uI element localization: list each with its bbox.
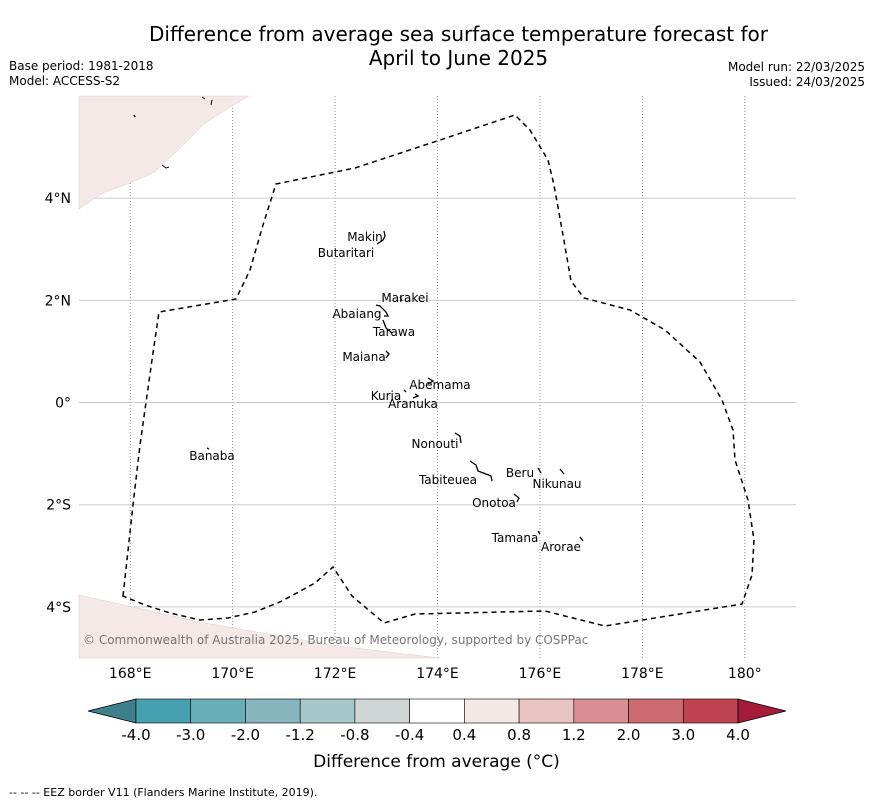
colorbar-segment (354, 698, 410, 724)
longitude-label: 176°E (519, 666, 562, 682)
base-period-text: Base period: 1981-2018 (9, 59, 154, 73)
island-label: Kuria (371, 389, 402, 403)
colorbar-tick-label: -2.0 (231, 726, 260, 744)
island-label: Aranuka (388, 397, 438, 411)
kuria-shape (403, 389, 420, 399)
title-line-1: Difference from average sea surface temp… (148, 22, 768, 46)
latitude-label: 4°S (46, 600, 71, 616)
issue-info: Model run: 22/03/2025 Issued: 24/03/2025 (728, 60, 865, 90)
colorbar-segment (135, 698, 192, 724)
island-label: Maiana (342, 350, 385, 364)
model-text: Model: ACCESS-S2 (9, 74, 121, 88)
copyright-text: © Commonwealth of Australia 2025, Bureau… (83, 633, 588, 647)
colorbar-segment (464, 698, 520, 724)
island-mark-north-2 (201, 96, 213, 106)
onotoa-shape (513, 493, 520, 503)
title-line-2: April to June 2025 (368, 46, 549, 70)
colorbar-segment (518, 698, 575, 724)
longitude-label: 168°E (109, 666, 152, 682)
island-mark-north (133, 114, 136, 118)
beru-shape (537, 467, 542, 474)
colorbar-tick-label: 0.4 (452, 726, 476, 744)
abaiang-shape (375, 304, 390, 317)
colorbar-segment (190, 698, 246, 724)
colorbar-extend-high (737, 698, 787, 724)
tabiteuea-shape (469, 460, 493, 482)
colorbar-tick-label: 3.0 (671, 726, 695, 744)
land-marshall-islands (78, 95, 250, 210)
island-label: Abemama (409, 378, 470, 392)
colorbar-segment (299, 698, 356, 724)
tamana-shape (537, 530, 541, 535)
marakei-shape (399, 296, 403, 302)
colorbar-segment (682, 698, 739, 724)
map-title: Difference from average sea surface temp… (80, 22, 837, 70)
island-label: Onotoa (472, 496, 516, 510)
nonouti-shape (454, 432, 462, 444)
longitude-label: 174°E (416, 666, 459, 682)
island-label: Tabiteuea (418, 473, 477, 487)
island-label: Abaiang (332, 307, 381, 321)
colorbar-tick-label: -4.0 (121, 726, 150, 744)
colorbar-tick-label: 1.2 (562, 726, 586, 744)
colorbar-title: Difference from average (°C) (313, 752, 560, 772)
island-label: Tarawa (372, 325, 415, 339)
island-label: Makin (347, 230, 383, 244)
banaba-shape (206, 447, 210, 450)
island-shapes (206, 230, 584, 542)
latitude-label: 2°N (45, 293, 71, 309)
colorbar-segment (409, 698, 465, 724)
longitude-label: 180° (728, 666, 762, 682)
colorbar-segment (245, 698, 301, 724)
colorbar-tick-label: 4.0 (726, 726, 750, 744)
longitude-labels: 168°E 170°E 172°E 174°E 176°E 178°E 180° (109, 666, 762, 682)
eez-footnote: -- -- -- EEZ border V11 (Flanders Marine… (9, 786, 318, 799)
maiana-shape (385, 350, 390, 359)
colorbar-tick-label: 2.0 (617, 726, 641, 744)
latitude-labels: 4°N 2°N 0° 2°S 4°S (45, 191, 72, 616)
island-label: Marakei (381, 291, 428, 305)
tarawa-shape (382, 319, 393, 334)
latitude-label: 2°S (46, 498, 71, 514)
eez-border (122, 114, 755, 627)
island-label: Butaritari (318, 246, 375, 260)
colorbar-tick-label: -0.4 (395, 726, 424, 744)
longitude-label: 170°E (211, 666, 254, 682)
colorbar-tick-label: -3.0 (176, 726, 205, 744)
island-label: Banaba (189, 449, 235, 463)
colorbar-tick-label: 0.8 (507, 726, 531, 744)
latitude-label: 0° (55, 396, 71, 412)
issued-text: Issued: 24/03/2025 (749, 75, 865, 89)
colorbar-labels: -4.0 -3.0 -2.0 -1.2 -0.8 -0.4 0.4 0.8 1.2 2.0 3.0 4… (121, 726, 750, 744)
island-label: Nonouti (412, 437, 459, 451)
makin-shape (376, 230, 386, 245)
model-run-text: Model run: 22/03/2025 (727, 60, 865, 74)
latitude-label: 4°N (45, 191, 71, 207)
colorbar-segment (628, 698, 684, 724)
arorae-shape (579, 536, 584, 542)
model-info: Base period: 1981-2018 Model: ACCESS-S2 (9, 59, 154, 89)
island-label: Beru (506, 466, 534, 480)
colorbar (87, 698, 787, 724)
island-label: Nikunau (532, 477, 581, 491)
nikunau-shape (559, 468, 565, 475)
abemama-shape (427, 377, 435, 385)
island-label: Tamana (491, 531, 539, 545)
colorbar-tick-label: -1.2 (286, 726, 315, 744)
colorbar-segment (573, 698, 629, 724)
land-solomon-islands (78, 594, 441, 659)
colorbar-extend-low (87, 698, 137, 724)
island-label: Arorae (541, 540, 581, 554)
longitude-label: 178°E (621, 666, 664, 682)
colorbar-tick-label: -0.8 (340, 726, 369, 744)
gridlines (79, 96, 796, 658)
longitude-label: 172°E (314, 666, 357, 682)
island-mark-north-3 (161, 164, 170, 169)
